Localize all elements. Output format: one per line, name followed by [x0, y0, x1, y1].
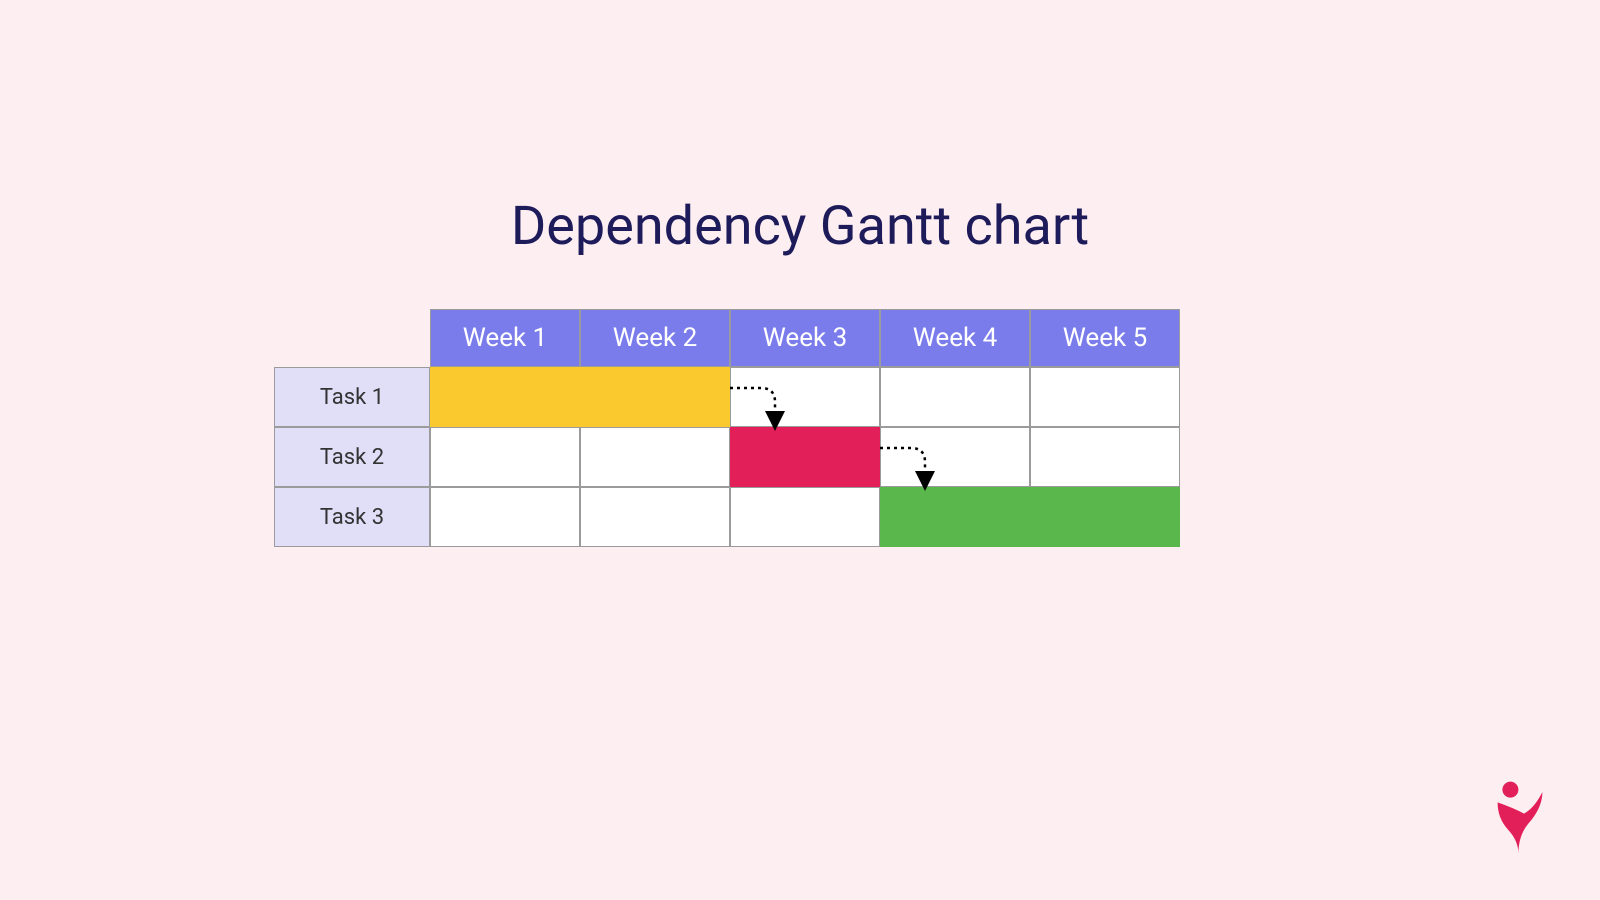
week-header: Week 2: [580, 309, 730, 367]
brand-logo-icon: [1480, 780, 1560, 860]
task-label: Task 2: [274, 427, 430, 487]
gantt-chart: Week 1Week 2Week 3Week 4Week 5Task 1Task…: [274, 309, 1180, 547]
gantt-cell: [430, 367, 580, 427]
gantt-cell: [880, 487, 1030, 547]
gantt-grid: Week 1Week 2Week 3Week 4Week 5Task 1Task…: [274, 309, 1180, 547]
gantt-cell: [580, 487, 730, 547]
canvas: Dependency Gantt chart Week 1Week 2Week …: [0, 0, 1600, 900]
gantt-cell: [730, 487, 880, 547]
gantt-cell: [430, 487, 580, 547]
chart-title: Dependency Gantt chart: [0, 195, 1600, 258]
week-header: Week 1: [430, 309, 580, 367]
task-label: Task 3: [274, 487, 430, 547]
gantt-cell: [1030, 427, 1180, 487]
gantt-cell: [730, 367, 880, 427]
week-header: Week 3: [730, 309, 880, 367]
gantt-cell: [580, 427, 730, 487]
gantt-cell: [1030, 487, 1180, 547]
week-header: Week 5: [1030, 309, 1180, 367]
week-header: Week 4: [880, 309, 1030, 367]
corner-cell: [274, 309, 430, 367]
gantt-cell: [730, 427, 880, 487]
gantt-cell: [880, 367, 1030, 427]
gantt-cell: [1030, 367, 1180, 427]
gantt-cell: [430, 427, 580, 487]
gantt-cell: [580, 367, 730, 427]
task-label: Task 1: [274, 367, 430, 427]
gantt-cell: [880, 427, 1030, 487]
